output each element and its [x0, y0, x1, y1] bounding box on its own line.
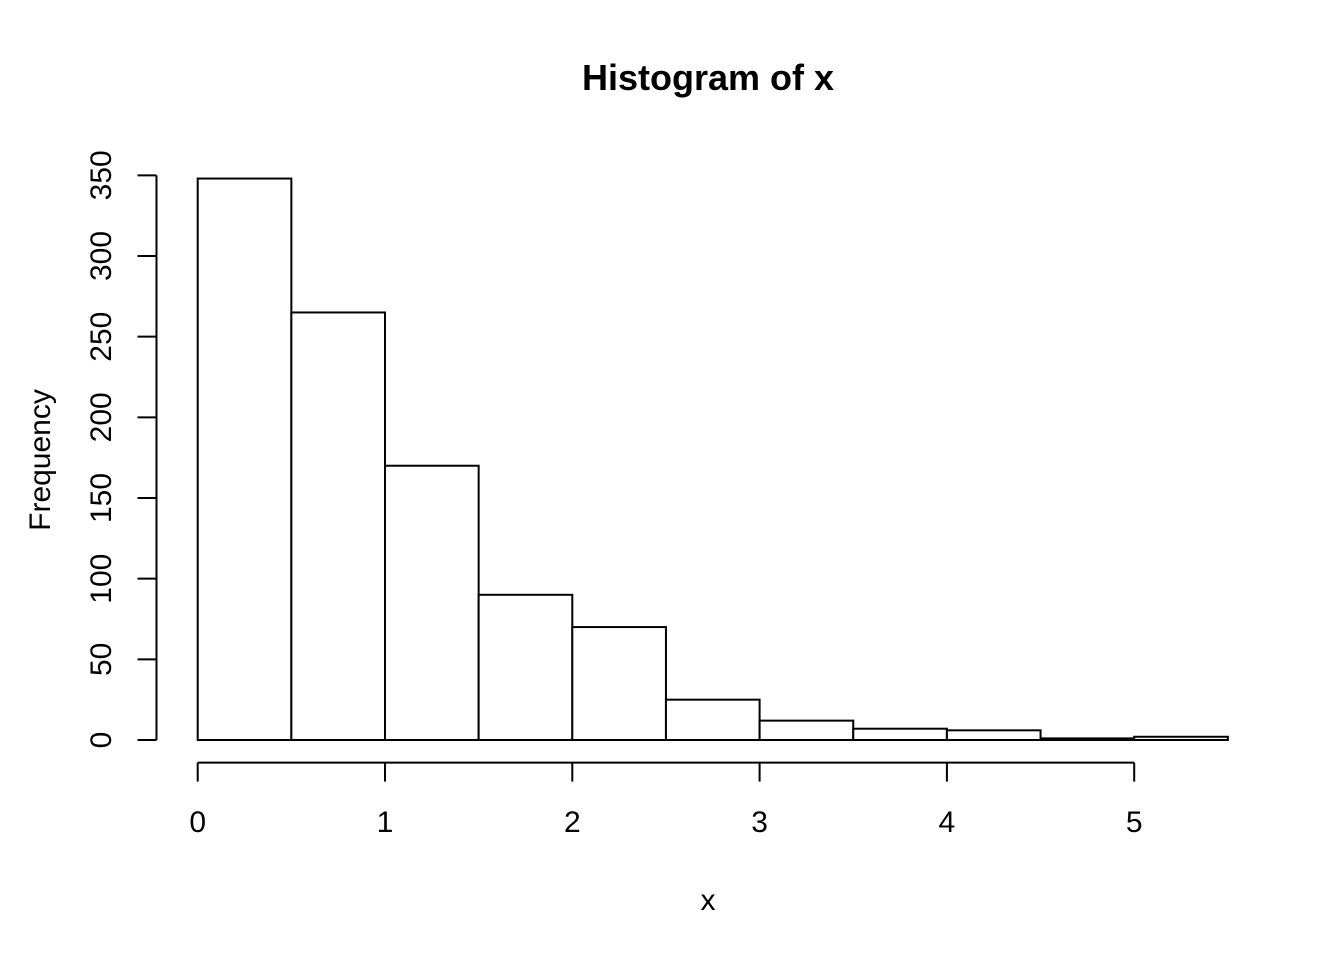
x-tick-label: 1 — [377, 806, 394, 839]
y-tick-label: 150 — [85, 473, 118, 523]
y-tick-label: 350 — [85, 150, 118, 200]
y-tick-label: 0 — [85, 732, 118, 749]
histogram-bar — [384, 464, 480, 741]
x-tick-label: 5 — [1126, 806, 1143, 839]
y-tick-label: 50 — [85, 643, 118, 676]
chart-title: Histogram of x — [582, 57, 834, 98]
histogram-bar — [1039, 737, 1136, 742]
y-tick-label: 100 — [85, 554, 118, 604]
x-axis-label: x — [701, 884, 716, 917]
histogram-bar — [1133, 735, 1229, 741]
y-tick-label: 250 — [85, 312, 118, 362]
y-tick-label: 200 — [85, 392, 118, 442]
histogram-bar — [571, 626, 667, 742]
x-tick-label: 0 — [189, 806, 206, 839]
y-axis-label: Frequency — [24, 389, 57, 531]
x-tick-label: 3 — [751, 806, 768, 839]
histogram-bar — [945, 729, 1042, 741]
y-tick-label: 300 — [85, 231, 118, 281]
histogram-bars — [196, 177, 1229, 742]
y-axis: 0 50 100 150 200 250 300 350 — [85, 150, 158, 749]
histogram-bar — [196, 177, 293, 741]
histogram-bar — [758, 719, 855, 742]
histogram-bar — [477, 593, 574, 741]
histogram-bar — [852, 727, 948, 742]
x-axis: 0 1 2 3 4 5 — [189, 761, 1143, 839]
histogram-bar — [664, 698, 761, 742]
x-tick-label: 4 — [939, 806, 956, 839]
histogram-bar — [290, 311, 387, 741]
x-tick-label: 2 — [564, 806, 581, 839]
